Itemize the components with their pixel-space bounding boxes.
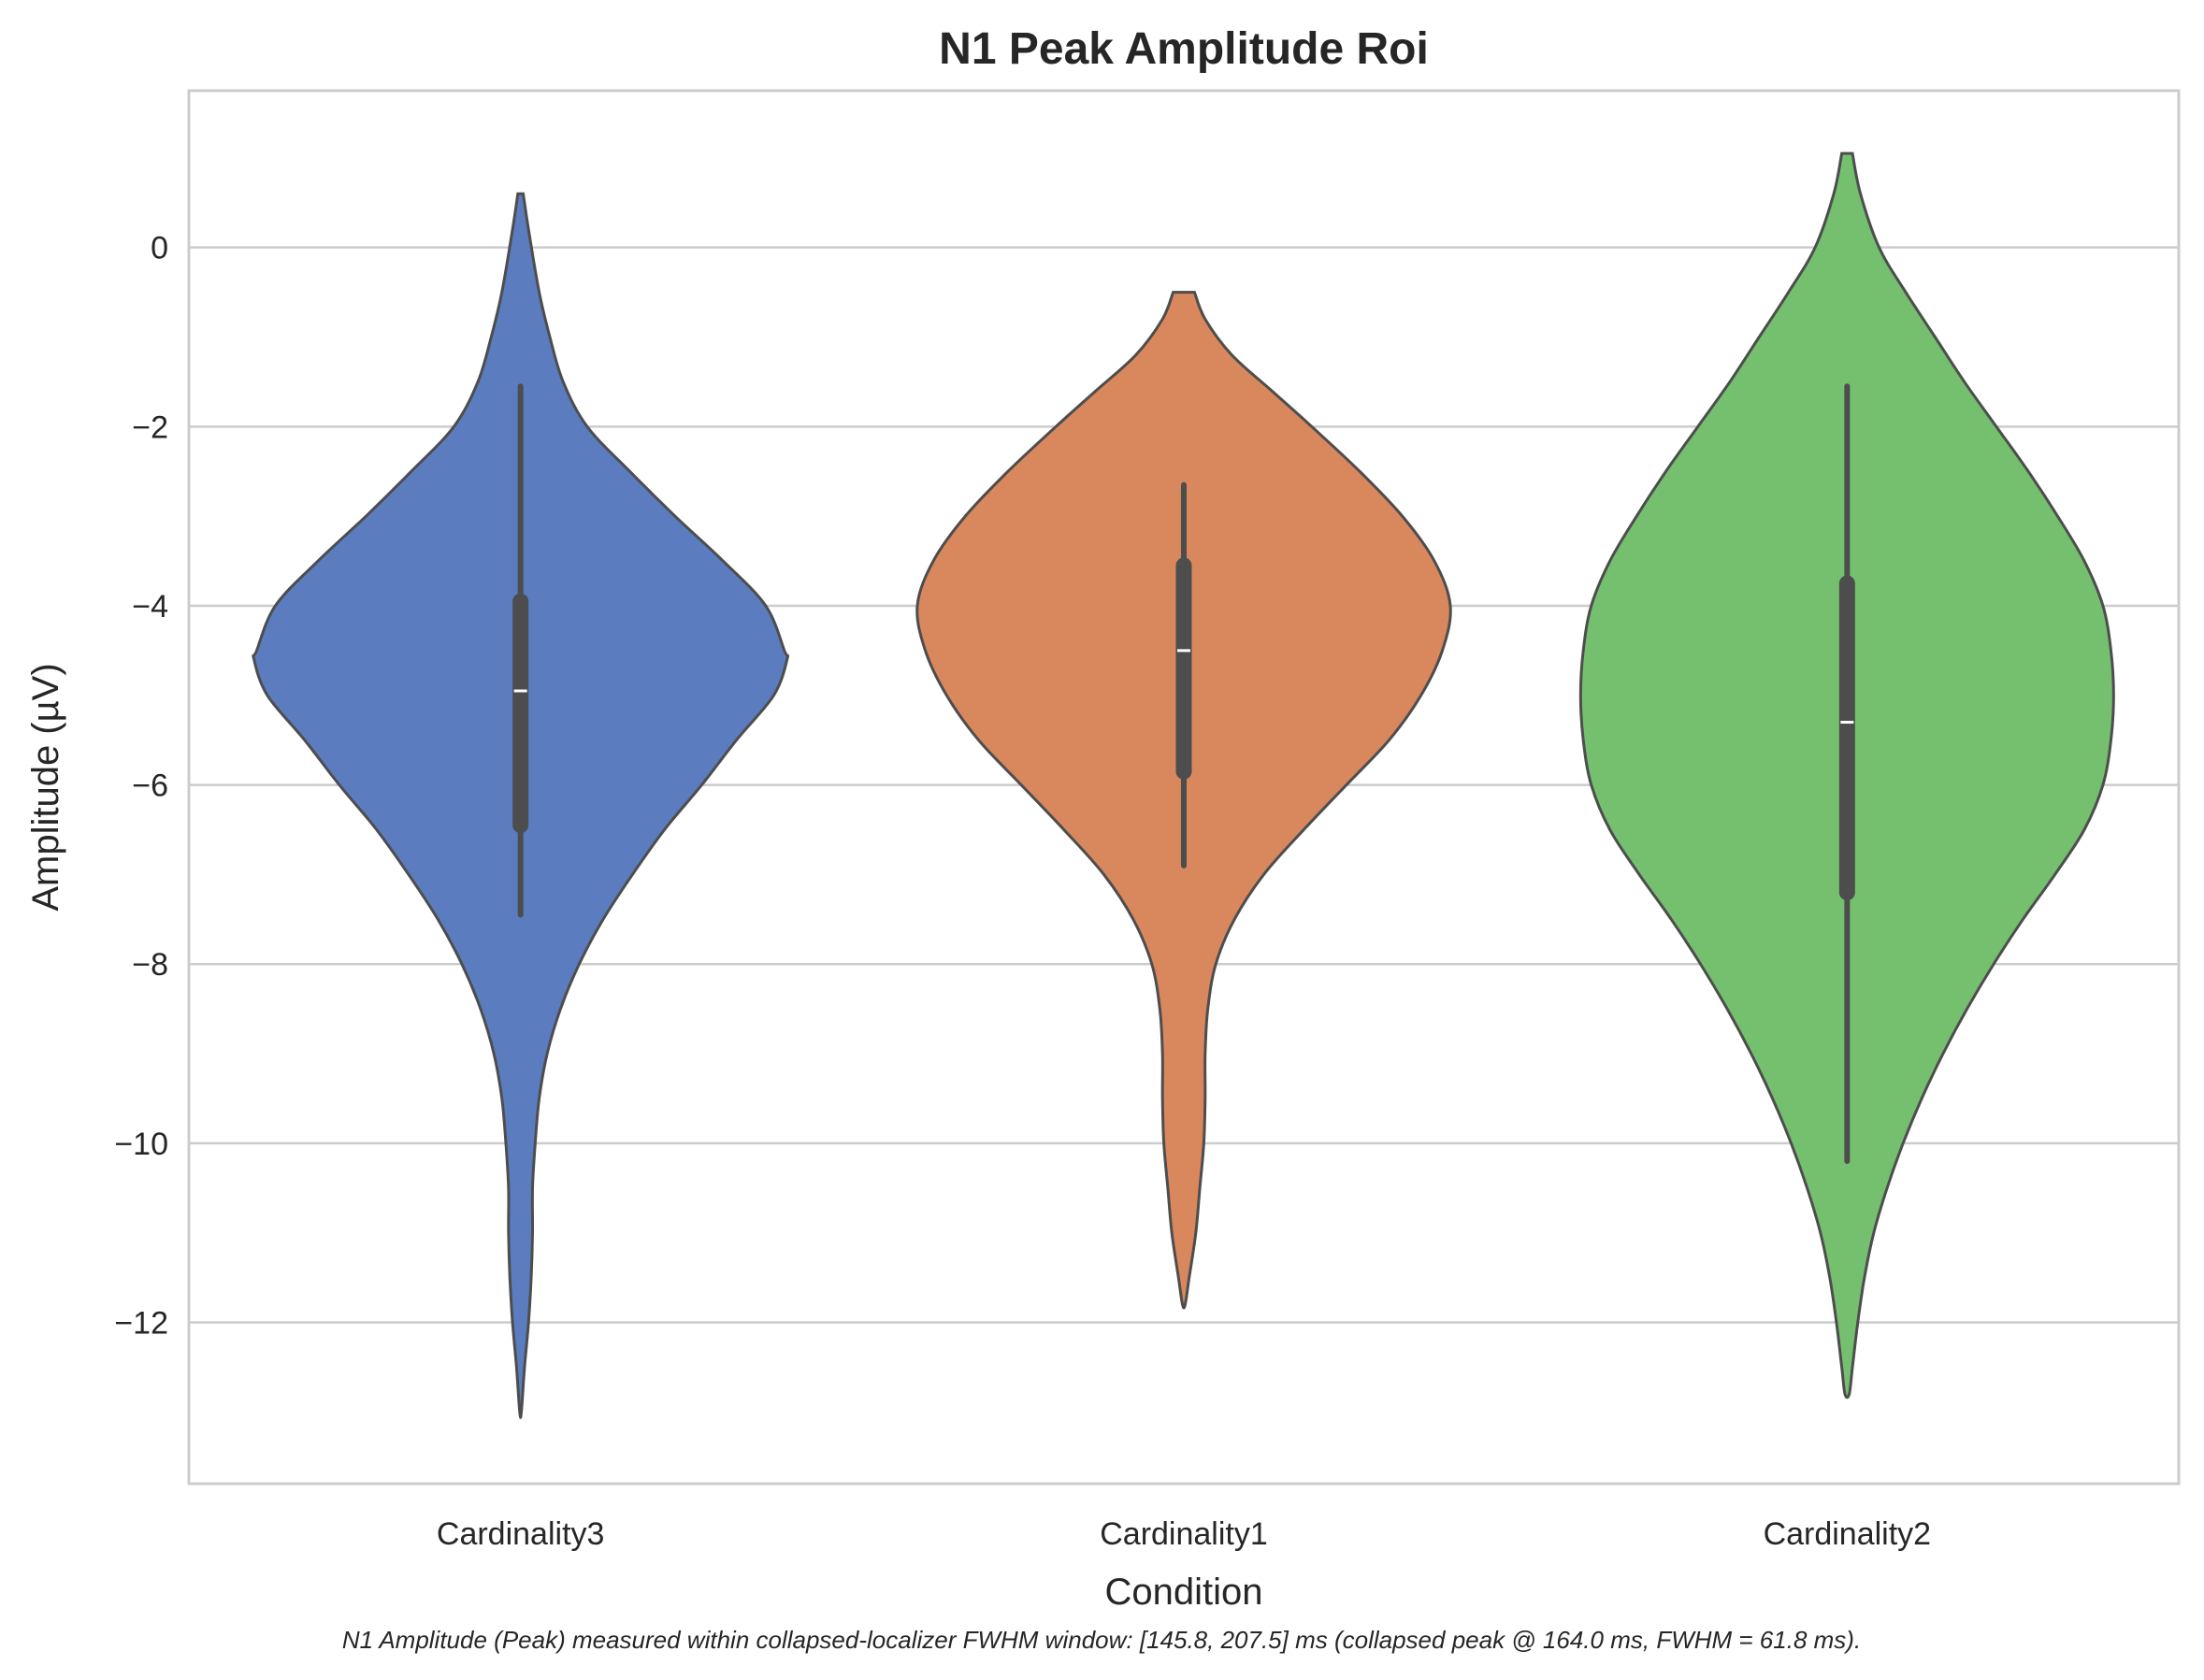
y-tick-label: −2 [132, 409, 168, 445]
y-tick-label: −12 [114, 1306, 168, 1342]
y-tick-label: −10 [114, 1127, 168, 1162]
x-tick-label: Cardinality2 [1764, 1516, 1932, 1552]
y-tick-label: 0 [151, 231, 168, 266]
x-axis-label: Condition [1104, 1572, 1262, 1613]
chart-title: N1 Peak Amplitude Roi [939, 24, 1429, 74]
y-axis-label: Amplitude (µV) [25, 663, 66, 911]
x-tick-labels: Cardinality3 Cardinality1 Cardinality2 [437, 1516, 1931, 1552]
x-tick-label: Cardinality3 [437, 1516, 605, 1552]
y-tick-label: −4 [132, 589, 168, 625]
y-tick-label: −6 [132, 768, 168, 804]
plot-frame [187, 89, 2181, 1486]
chart-caption: N1 Amplitude (Peak) measured within coll… [342, 1626, 1861, 1654]
x-tick-label: Cardinality1 [1100, 1516, 1268, 1552]
violin-layer [252, 151, 2115, 1419]
violin-cardinality2 [1578, 151, 2115, 1400]
y-tick-label: −8 [132, 947, 168, 983]
violin-cardinality3 [252, 192, 790, 1419]
violin-cardinality1 [915, 291, 1452, 1310]
y-tick-labels: 0 −2 −4 −6 −8 −10 −12 [114, 231, 168, 1342]
